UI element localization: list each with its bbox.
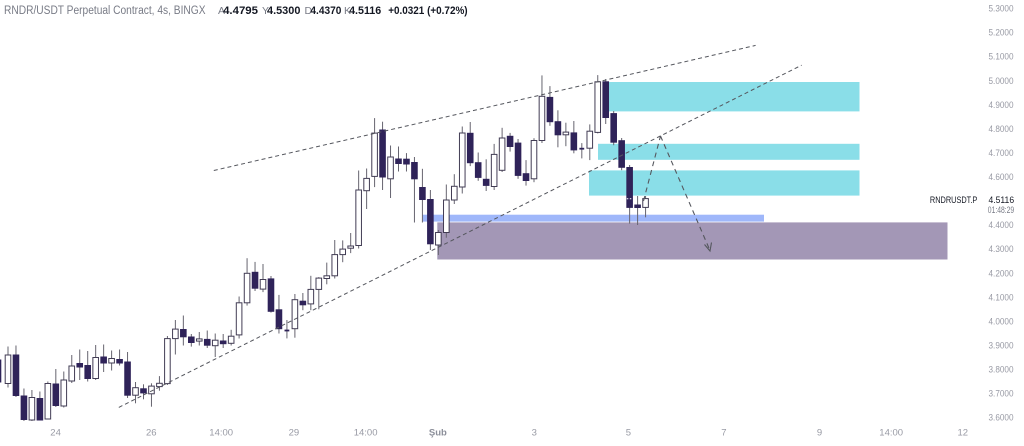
svg-text:9: 9 [817, 428, 822, 439]
svg-text:5.0000: 5.0000 [989, 76, 1014, 87]
svg-text:4.5116: 4.5116 [989, 195, 1015, 206]
svg-text:RNDRUSDT.P: RNDRUSDT.P [930, 195, 977, 206]
svg-text:RNDR/USDT Perpetual Contract,: RNDR/USDT Perpetual Contract, 4s, BINGX [4, 5, 206, 17]
svg-text:4.4000: 4.4000 [989, 220, 1014, 231]
svg-text:3.9000: 3.9000 [989, 340, 1014, 351]
svg-text:5: 5 [626, 428, 631, 439]
svg-text:5.2000: 5.2000 [989, 28, 1014, 39]
svg-text:4.0000: 4.0000 [989, 316, 1014, 327]
svg-text:4.7000: 4.7000 [989, 148, 1014, 159]
svg-text:29: 29 [289, 428, 300, 439]
svg-text:A: A [218, 5, 225, 17]
svg-text:14:00: 14:00 [354, 428, 378, 439]
svg-text:7: 7 [721, 428, 726, 439]
svg-text:4.9000: 4.9000 [989, 100, 1014, 111]
svg-text:14:00: 14:00 [879, 428, 903, 439]
svg-text:4.8000: 4.8000 [989, 124, 1014, 135]
svg-text:4.6000: 4.6000 [989, 172, 1014, 183]
svg-text:3: 3 [532, 428, 537, 439]
svg-text:3.8000: 3.8000 [989, 365, 1014, 376]
svg-text:D: D [305, 5, 313, 17]
svg-text:4.5300: 4.5300 [267, 5, 300, 17]
svg-text:Şub: Şub [429, 428, 447, 439]
svg-text:5.1000: 5.1000 [989, 52, 1014, 63]
svg-text:01:48:29: 01:48:29 [988, 205, 1014, 216]
svg-text:3.6000: 3.6000 [989, 413, 1014, 424]
svg-text:26: 26 [146, 428, 157, 439]
svg-text:4.1000: 4.1000 [989, 292, 1014, 303]
svg-text:4.5116: 4.5116 [349, 5, 381, 17]
svg-text:4.2000: 4.2000 [989, 268, 1014, 279]
svg-text:4.3000: 4.3000 [989, 244, 1014, 255]
svg-text:+0.0321 (+0.72%): +0.0321 (+0.72%) [388, 5, 468, 17]
svg-text:4.4795: 4.4795 [223, 5, 258, 17]
svg-text:24: 24 [50, 428, 61, 439]
svg-text:5.3000: 5.3000 [989, 4, 1014, 15]
svg-text:12: 12 [958, 428, 969, 439]
svg-text:K: K [344, 5, 351, 17]
svg-text:4.4370: 4.4370 [310, 5, 341, 17]
svg-text:Y: Y [262, 5, 269, 17]
svg-text:3.7000: 3.7000 [989, 389, 1014, 400]
svg-text:14:00: 14:00 [209, 428, 233, 439]
